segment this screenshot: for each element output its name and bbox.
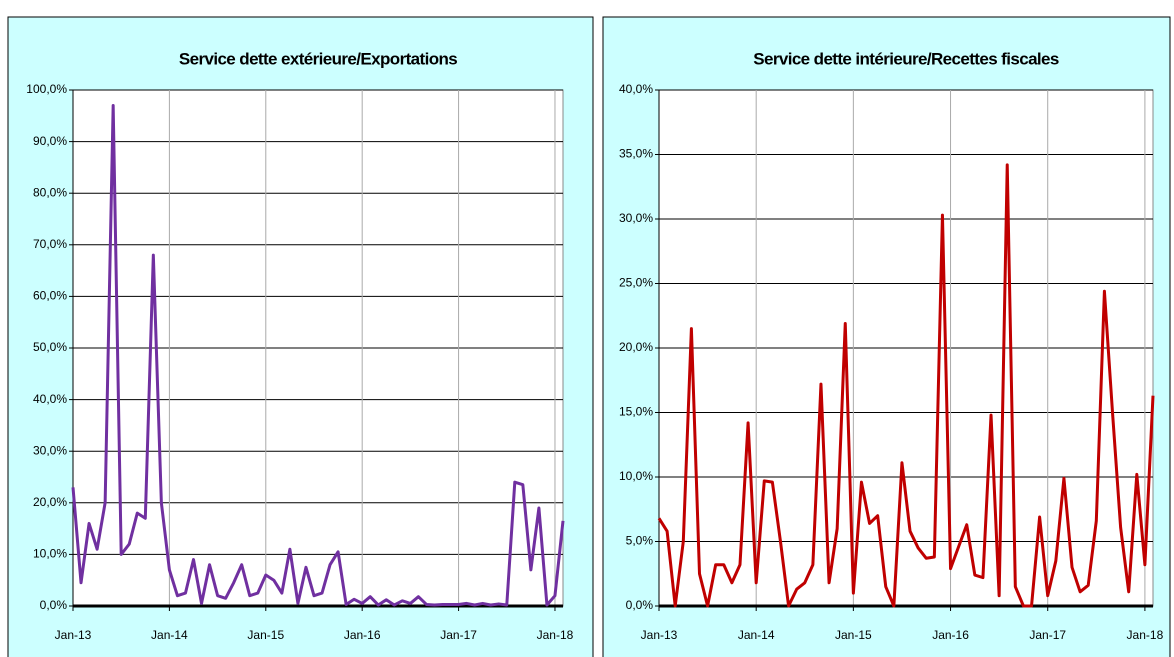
data-line (71, 103, 565, 607)
y-tick-label: 100,0% (26, 82, 67, 96)
y-tick-label: 60,0% (33, 289, 67, 303)
x-tick-label: Jan-14 (738, 628, 775, 642)
x-tick-label: Jan-15 (247, 628, 284, 642)
y-tick-label: 20,0% (619, 340, 653, 354)
y-tick-label: 25,0% (619, 276, 653, 290)
x-tick-label: Jan-16 (344, 628, 381, 642)
y-tick-label: 30,0% (619, 211, 653, 225)
y-tick-label: 35,0% (619, 147, 653, 161)
y-tick-label: 40,0% (619, 82, 653, 96)
chart-title: Service dette extérieure/Exportations (179, 49, 457, 68)
y-tick-label: 50,0% (33, 340, 67, 354)
y-tick-label: 0,0% (40, 598, 68, 612)
y-tick-label: 10,0% (33, 547, 67, 561)
y-tick-label: 70,0% (33, 237, 67, 251)
chart-title: Service dette intérieure/Recettes fiscal… (753, 49, 1059, 68)
x-tick-label: Jan-16 (932, 628, 969, 642)
y-tick-label: 10,0% (619, 469, 653, 483)
y-tick-label: 5,0% (626, 534, 654, 548)
x-tick-label: Jan-13 (641, 628, 678, 642)
x-tick-label: Jan-18 (1127, 628, 1164, 642)
x-tick-label: Jan-18 (537, 628, 574, 642)
x-tick-label: Jan-15 (835, 628, 872, 642)
y-tick-label: 40,0% (33, 392, 67, 406)
x-tick-label: Jan-14 (151, 628, 188, 642)
data-line (657, 163, 1155, 608)
x-tick-label: Jan-17 (440, 628, 477, 642)
x-tick-label: Jan-17 (1029, 628, 1066, 642)
y-tick-label: 20,0% (33, 495, 67, 509)
y-tick-label: 0,0% (626, 598, 654, 612)
y-tick-label: 30,0% (33, 443, 67, 457)
y-tick-label: 90,0% (33, 134, 67, 148)
y-tick-label: 15,0% (619, 405, 653, 419)
y-tick-label: 80,0% (33, 185, 67, 199)
x-tick-label: Jan-13 (55, 628, 92, 642)
